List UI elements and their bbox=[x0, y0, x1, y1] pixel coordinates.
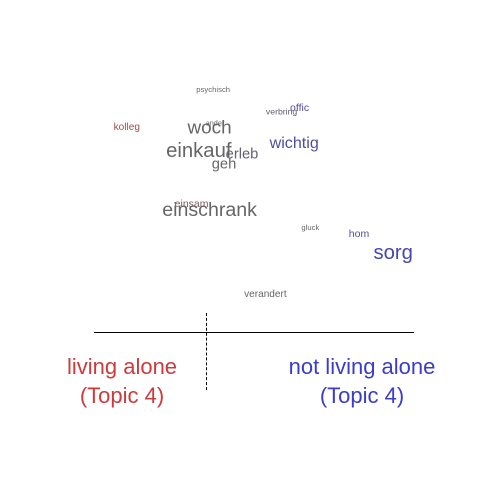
word-kolleg: kolleg bbox=[113, 121, 140, 133]
word-geh: geh bbox=[211, 156, 237, 173]
right-group-label: not living alone (Topic 4) bbox=[289, 352, 436, 410]
word-hom: hom bbox=[348, 227, 370, 240]
word-offic: offic bbox=[290, 102, 310, 115]
right-group-label-line2: (Topic 4) bbox=[319, 383, 405, 408]
word-gluck: gluck bbox=[301, 222, 320, 232]
word-einschrank: einschrank bbox=[162, 198, 257, 221]
word-ander: ander bbox=[205, 118, 225, 128]
horizontal-axis-line bbox=[94, 332, 414, 333]
word-einkauf: einkauf bbox=[166, 139, 232, 162]
word-wichtig: wichtig bbox=[269, 133, 319, 152]
word-sorg: sorg bbox=[373, 242, 413, 265]
word-verbring: verbring bbox=[265, 106, 298, 117]
word-einsam: einsam bbox=[174, 198, 209, 211]
right-group-label-line1: not living alone bbox=[288, 354, 436, 379]
word-erleb: erleb bbox=[225, 146, 259, 163]
word-woch: woch bbox=[187, 117, 232, 139]
left-group-label-line2: (Topic 4) bbox=[79, 383, 165, 408]
word-verandert: verandert bbox=[244, 288, 287, 300]
word-psychisch: psychisch bbox=[196, 85, 231, 95]
left-group-label: living alone (Topic 4) bbox=[67, 352, 177, 410]
left-group-label-line1: living alone bbox=[66, 354, 178, 379]
topic-divider-line bbox=[206, 313, 207, 390]
